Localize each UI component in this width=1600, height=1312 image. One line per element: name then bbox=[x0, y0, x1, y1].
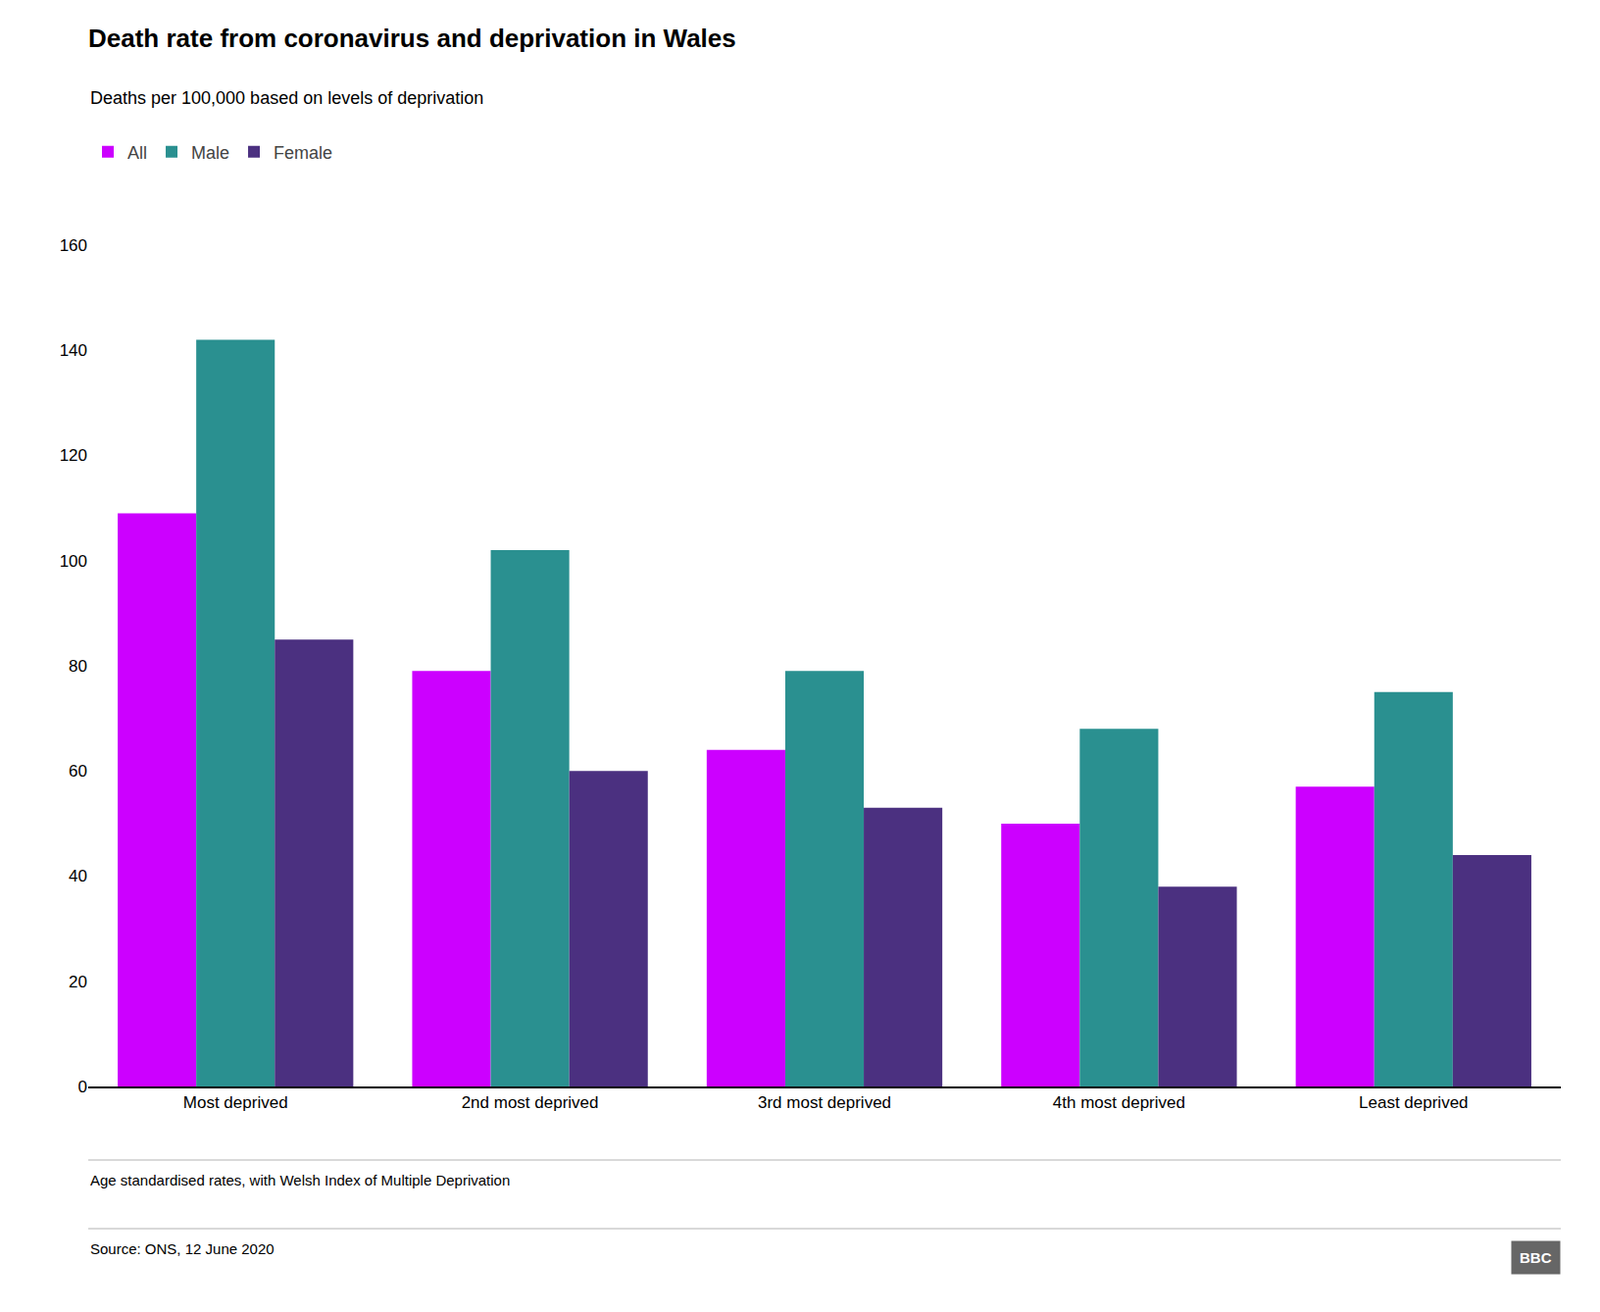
svg-text:Death rate from coronavirus an: Death rate from coronavirus and deprivat… bbox=[88, 23, 737, 53]
svg-text:Least deprived: Least deprived bbox=[1358, 1093, 1469, 1112]
svg-text:120: 120 bbox=[59, 446, 88, 465]
svg-text:Deaths per 100,000 based on le: Deaths per 100,000 based on levels of de… bbox=[90, 88, 484, 108]
svg-text:160: 160 bbox=[59, 236, 88, 255]
svg-text:2nd most deprived: 2nd most deprived bbox=[461, 1093, 600, 1112]
svg-text:80: 80 bbox=[68, 656, 88, 676]
svg-text:0: 0 bbox=[78, 1077, 88, 1097]
svg-text:BBC: BBC bbox=[1519, 1249, 1552, 1266]
svg-text:Male: Male bbox=[191, 143, 230, 163]
svg-text:20: 20 bbox=[68, 972, 88, 992]
svg-text:60: 60 bbox=[68, 761, 88, 781]
svg-text:Source: ONS, 12 June 2020: Source: ONS, 12 June 2020 bbox=[90, 1240, 275, 1257]
svg-text:4th most deprived: 4th most deprived bbox=[1052, 1093, 1186, 1112]
svg-text:Most deprived: Most deprived bbox=[183, 1093, 289, 1112]
svg-text:100: 100 bbox=[59, 551, 88, 571]
svg-text:All: All bbox=[127, 143, 148, 163]
svg-text:Age standardised rates, with W: Age standardised rates, with Welsh Index… bbox=[90, 1171, 510, 1189]
svg-text:Female: Female bbox=[273, 143, 333, 163]
svg-text:40: 40 bbox=[68, 866, 88, 886]
svg-text:140: 140 bbox=[59, 341, 88, 360]
svg-text:3rd most deprived: 3rd most deprived bbox=[757, 1093, 892, 1112]
